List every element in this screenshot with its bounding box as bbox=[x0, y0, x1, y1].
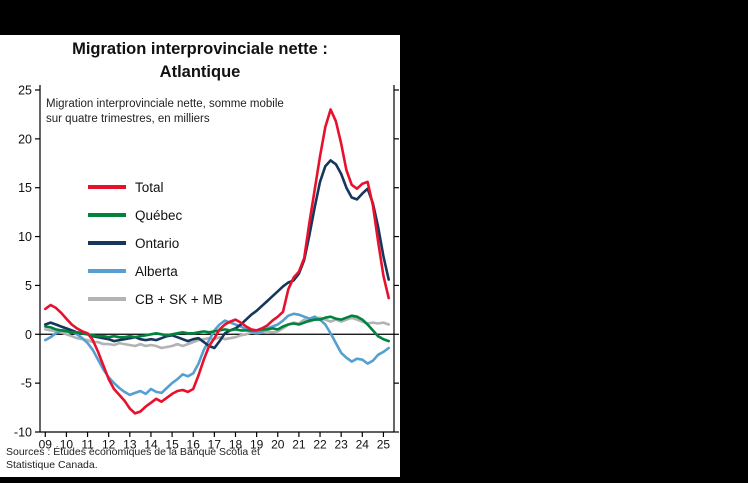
x-tick-label: 23 bbox=[334, 438, 348, 452]
chart-title-line2: Atlantique bbox=[159, 63, 241, 81]
x-tick-label: 20 bbox=[271, 438, 285, 452]
legend-item: Alberta bbox=[88, 257, 223, 285]
series-line-cb-sk-mb bbox=[43, 316, 391, 350]
x-tick-label: 12 bbox=[102, 438, 116, 452]
x-tick-label: 24 bbox=[356, 438, 370, 452]
legend-swatch bbox=[88, 241, 126, 245]
legend-label: Ontario bbox=[135, 235, 180, 251]
chart-canvas: 25 20 15 10 5 0 -5 -10 09 10 11 12 13 14 15 16 17 18 19 20 2… bbox=[14, 84, 399, 452]
series-line-total bbox=[43, 108, 391, 415]
series-line-ontario bbox=[43, 159, 391, 350]
y-tick-label: 25 bbox=[18, 84, 32, 98]
legend-swatch bbox=[88, 269, 126, 273]
legend-swatch bbox=[88, 213, 126, 217]
legend-item: Québec bbox=[88, 201, 223, 229]
y-tick-label: 15 bbox=[18, 181, 32, 195]
legend-label: Québec bbox=[135, 207, 183, 223]
legend-swatch bbox=[88, 185, 126, 189]
x-tick-label: 10 bbox=[60, 438, 74, 452]
x-tick-label: 19 bbox=[250, 438, 264, 452]
legend-label: Total bbox=[135, 179, 164, 195]
chart-title: Migration interprovinciale nette : Atlan… bbox=[0, 38, 400, 84]
legend-item: Total bbox=[88, 173, 223, 201]
x-tick-label: 13 bbox=[123, 438, 137, 452]
x-tick-label: 15 bbox=[165, 438, 179, 452]
x-tick-label: 21 bbox=[292, 438, 306, 452]
series-line-alberta bbox=[43, 312, 391, 397]
y-tick-label: -5 bbox=[21, 377, 32, 391]
x-tick-label: 11 bbox=[81, 438, 94, 452]
y-tick-label: -10 bbox=[14, 426, 32, 440]
chart-panel: Migration interprovinciale nette : Atlan… bbox=[0, 35, 400, 477]
x-tick-label: 14 bbox=[144, 438, 158, 452]
y-tick-label: 10 bbox=[18, 230, 32, 244]
x-tick-label: 22 bbox=[313, 438, 327, 452]
legend: Total Québec Ontario Alberta CB + SK + MB bbox=[88, 173, 223, 313]
legend-item: CB + SK + MB bbox=[88, 285, 223, 313]
x-tick-label: 25 bbox=[377, 438, 391, 452]
x-tick-label: 09 bbox=[39, 438, 53, 452]
x-tick-label: 17 bbox=[208, 438, 222, 452]
legend-label: CB + SK + MB bbox=[135, 291, 223, 307]
legend-label: Alberta bbox=[135, 263, 178, 279]
chart-subtitle-note: Migration interprovinciale nette, somme … bbox=[46, 98, 284, 125]
x-tick-label: 18 bbox=[229, 438, 243, 452]
x-tick-label: 16 bbox=[187, 438, 201, 452]
y-tick-label: 5 bbox=[25, 279, 32, 293]
legend-item: Ontario bbox=[88, 229, 223, 257]
source-text: Sources : Études économiques de la Banqu… bbox=[6, 446, 260, 471]
legend-swatch bbox=[88, 297, 126, 301]
series-line-qu-bec bbox=[43, 314, 391, 343]
y-tick-label: 0 bbox=[25, 328, 32, 342]
y-tick-label: 20 bbox=[18, 132, 32, 146]
chart-title-line1: Migration interprovinciale nette : bbox=[72, 40, 328, 58]
